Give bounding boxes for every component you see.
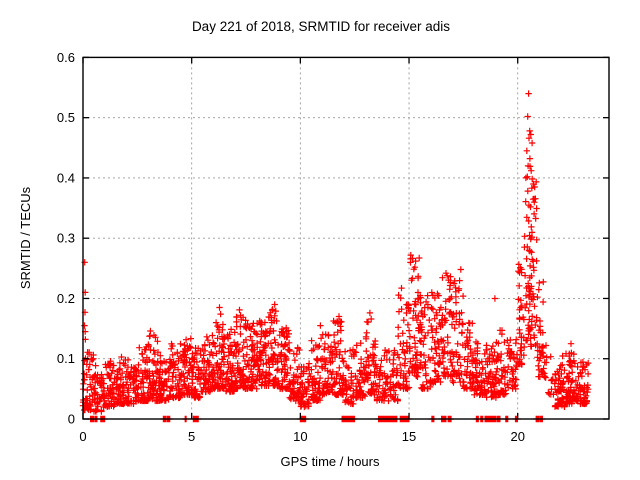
x-tick-label: 10 <box>293 429 307 444</box>
data-point-markers <box>79 90 592 423</box>
scatter-points <box>79 90 592 423</box>
chart-title: Day 221 of 2018, SRMTID for receiver adi… <box>192 19 450 34</box>
y-axis-tick-labels: 0 0.1 0.2 0.3 0.4 0.5 0.6 <box>57 50 75 427</box>
y-tick-label: 0.5 <box>57 110 75 125</box>
tick-marks <box>82 56 609 420</box>
x-tick-label: 5 <box>188 429 195 444</box>
x-tick-label: 20 <box>510 429 524 444</box>
y-tick-label: 0 <box>68 412 75 427</box>
x-axis-label: GPS time / hours <box>281 454 380 469</box>
y-tick-label: 0.6 <box>57 50 75 65</box>
x-tick-label: 15 <box>402 429 416 444</box>
y-axis-label: SRMTID / TECUs <box>18 186 33 289</box>
y-tick-label: 0.1 <box>57 351 75 366</box>
y-tick-label: 0.2 <box>57 291 75 306</box>
x-axis-tick-labels: 0 5 10 15 20 <box>79 429 525 444</box>
y-tick-label: 0.4 <box>57 170 75 185</box>
x-tick-label: 0 <box>79 429 86 444</box>
y-tick-label: 0.3 <box>57 231 75 246</box>
